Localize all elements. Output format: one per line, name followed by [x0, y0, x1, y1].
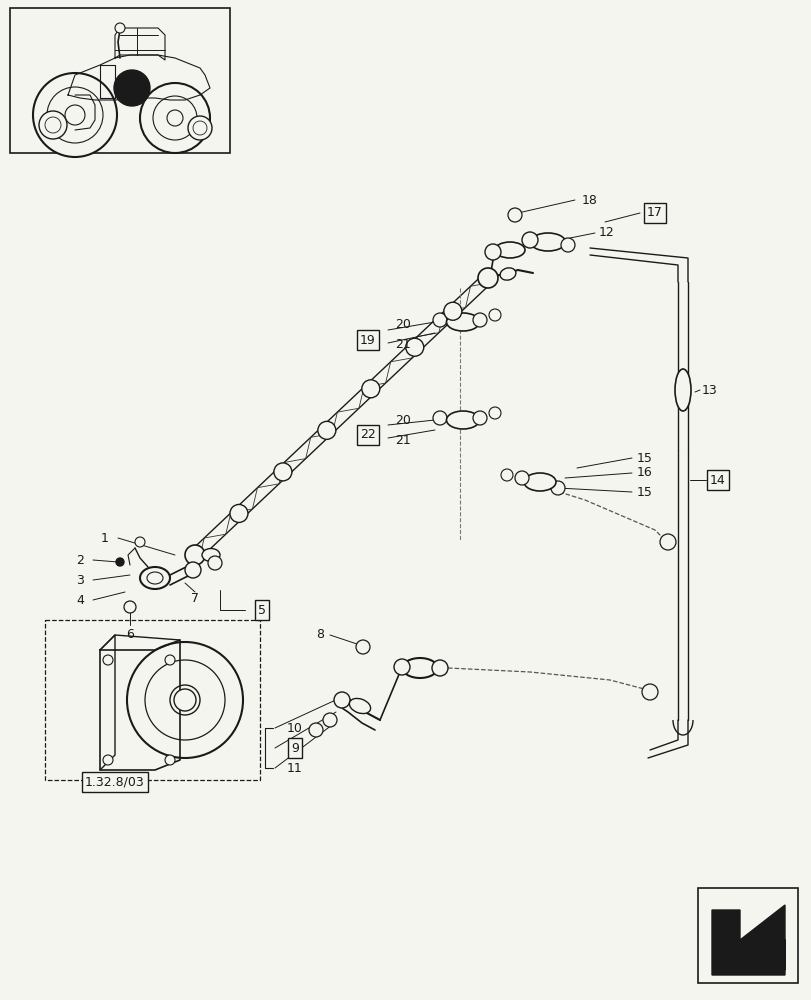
Text: 14: 14 [710, 474, 725, 487]
Text: 19: 19 [360, 334, 375, 347]
Circle shape [432, 411, 446, 425]
Circle shape [473, 411, 487, 425]
Text: 10: 10 [287, 722, 303, 734]
Circle shape [208, 556, 221, 570]
Circle shape [473, 313, 487, 327]
Text: 9: 9 [290, 742, 298, 754]
Ellipse shape [530, 233, 564, 251]
Circle shape [317, 421, 336, 439]
Text: 22: 22 [360, 428, 375, 442]
Circle shape [560, 238, 574, 252]
Ellipse shape [674, 369, 690, 411]
Bar [697, 888, 797, 983]
Circle shape [39, 111, 67, 139]
Circle shape [65, 105, 85, 125]
Circle shape [478, 268, 497, 288]
Text: 21: 21 [395, 434, 410, 446]
Circle shape [484, 244, 500, 260]
Circle shape [521, 232, 538, 248]
Circle shape [309, 723, 323, 737]
Circle shape [185, 545, 204, 565]
Text: 3: 3 [76, 574, 84, 586]
Circle shape [127, 642, 242, 758]
Text: 11: 11 [287, 762, 303, 774]
Circle shape [659, 534, 676, 550]
Circle shape [145, 660, 225, 740]
Circle shape [135, 537, 145, 547]
Circle shape [114, 70, 150, 106]
Text: 16: 16 [637, 466, 652, 480]
Bar [45, 620, 260, 780]
Text: 21: 21 [395, 338, 410, 352]
Text: 20: 20 [395, 318, 410, 332]
Circle shape [139, 83, 210, 153]
Circle shape [393, 659, 410, 675]
Ellipse shape [202, 548, 220, 562]
Circle shape [103, 655, 113, 665]
Circle shape [508, 208, 521, 222]
Circle shape [165, 655, 175, 665]
Text: 1: 1 [101, 532, 109, 544]
Text: 4: 4 [76, 593, 84, 606]
Circle shape [444, 302, 461, 320]
Text: 1.32.8/03: 1.32.8/03 [85, 776, 144, 788]
Circle shape [193, 121, 207, 135]
Circle shape [165, 755, 175, 765]
Circle shape [188, 116, 212, 140]
Circle shape [432, 313, 446, 327]
Text: 17: 17 [646, 207, 662, 220]
Ellipse shape [147, 572, 163, 584]
Circle shape [362, 380, 380, 398]
Text: 8: 8 [315, 629, 324, 642]
Circle shape [185, 562, 201, 578]
Ellipse shape [139, 567, 169, 589]
Circle shape [488, 407, 500, 419]
Polygon shape [711, 905, 784, 975]
Text: 5: 5 [258, 603, 266, 616]
Circle shape [45, 117, 61, 133]
Circle shape [488, 309, 500, 321]
Circle shape [115, 23, 125, 33]
Circle shape [124, 601, 135, 613]
Circle shape [355, 640, 370, 654]
Circle shape [431, 660, 448, 676]
Text: 15: 15 [637, 452, 652, 464]
Circle shape [116, 558, 124, 566]
Ellipse shape [349, 698, 370, 714]
Circle shape [169, 685, 200, 715]
Bar [10, 8, 230, 153]
Ellipse shape [500, 268, 515, 280]
Text: 18: 18 [581, 194, 597, 207]
Circle shape [500, 469, 513, 481]
Circle shape [551, 481, 564, 495]
Ellipse shape [446, 411, 479, 429]
Circle shape [406, 338, 423, 356]
Text: 12: 12 [599, 227, 614, 239]
Circle shape [103, 755, 113, 765]
Circle shape [333, 692, 350, 708]
Ellipse shape [495, 242, 525, 258]
Circle shape [230, 504, 247, 522]
Text: 7: 7 [191, 591, 199, 604]
Text: 20: 20 [395, 414, 410, 426]
Ellipse shape [174, 689, 195, 711]
Text: 2: 2 [76, 554, 84, 566]
Circle shape [273, 463, 291, 481]
Text: 15: 15 [637, 486, 652, 498]
Circle shape [47, 87, 103, 143]
Circle shape [33, 73, 117, 157]
Ellipse shape [402, 658, 437, 678]
Text: 6: 6 [126, 629, 134, 642]
Circle shape [323, 713, 337, 727]
Circle shape [642, 684, 657, 700]
Circle shape [152, 96, 197, 140]
Text: 13: 13 [702, 383, 717, 396]
Circle shape [514, 471, 528, 485]
Ellipse shape [523, 473, 556, 491]
Ellipse shape [446, 313, 479, 331]
Circle shape [167, 110, 182, 126]
